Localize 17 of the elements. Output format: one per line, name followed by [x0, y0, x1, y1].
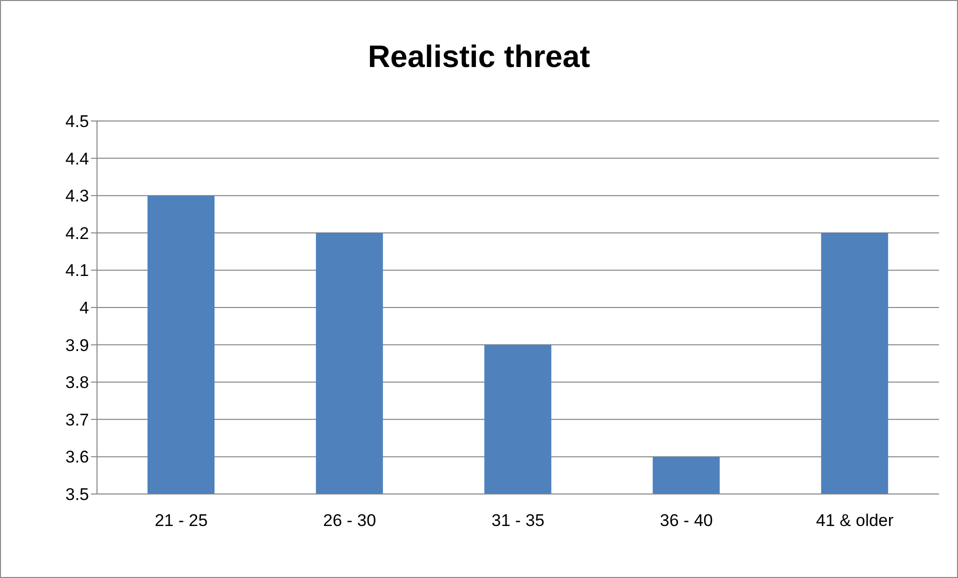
y-tick-label: 3.5 — [65, 485, 89, 504]
y-tick-label: 4 — [80, 298, 89, 318]
y-tick-label: 3.6 — [65, 448, 89, 467]
x-tick-label: 36 - 40 — [660, 511, 713, 530]
y-tick-label: 4.4 — [65, 149, 89, 168]
y-tick-label: 3.8 — [65, 373, 89, 392]
y-tick-label: 4.3 — [65, 186, 89, 206]
y-tick-label: 4.1 — [65, 261, 89, 280]
y-tick-label: 3.9 — [65, 336, 89, 355]
x-tick-label: 21 - 25 — [154, 511, 208, 530]
chart-title: Realistic threat — [366, 39, 592, 75]
x-tick-label: 26 - 30 — [323, 511, 376, 530]
x-tick-label: 41 & older — [816, 511, 894, 530]
y-tick-label: 4.2 — [65, 224, 89, 243]
y-tick-label: 4.5 — [65, 112, 89, 132]
x-tick-label: 31 - 35 — [492, 511, 544, 530]
y-tick-label: 3.7 — [65, 410, 89, 430]
